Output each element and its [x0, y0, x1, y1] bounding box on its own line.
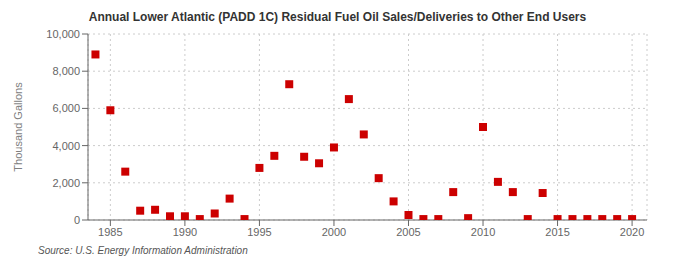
svg-text:Thousand Gallons: Thousand Gallons	[12, 82, 24, 172]
svg-text:10,000: 10,000	[46, 28, 80, 40]
svg-text:6,000: 6,000	[52, 102, 80, 114]
svg-text:4,000: 4,000	[52, 140, 80, 152]
svg-text:1995: 1995	[247, 226, 271, 238]
svg-text:2,000: 2,000	[52, 177, 80, 189]
svg-text:0: 0	[74, 214, 80, 226]
svg-text:1990: 1990	[173, 226, 197, 238]
svg-text:2010: 2010	[471, 226, 495, 238]
svg-text:8,000: 8,000	[52, 65, 80, 77]
svg-text:2005: 2005	[396, 226, 420, 238]
svg-text:2000: 2000	[322, 226, 346, 238]
svg-text:2015: 2015	[545, 226, 569, 238]
svg-text:2020: 2020	[620, 226, 644, 238]
svg-text:1985: 1985	[98, 226, 122, 238]
html-text:Annual Lower Atlantic (PADD 1C: Annual Lower Atlantic (PADD 1C) Residual…	[88, 10, 587, 24]
html-text:Source: U.S. Energy Informatio: Source: U.S. Energy Information Administ…	[38, 245, 248, 256]
